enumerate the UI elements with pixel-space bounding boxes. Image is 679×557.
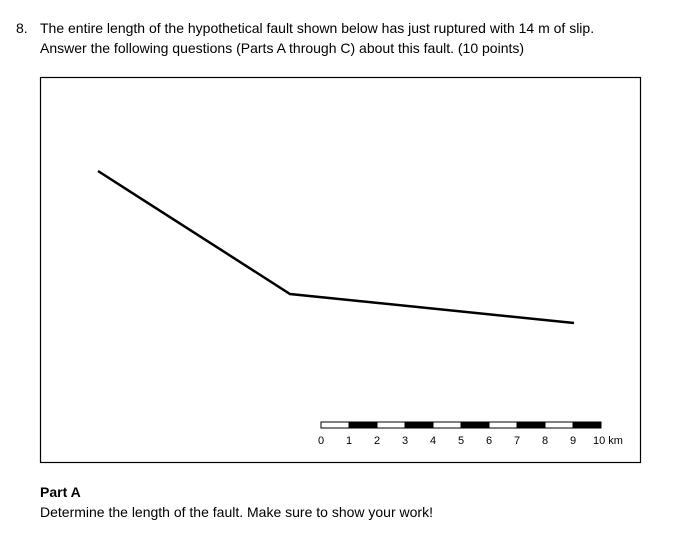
scale-bar: 0 1 2 3 4 5 6 7 8 9 10 km: [318, 421, 623, 447]
figure-frame: [39, 76, 642, 464]
scale-label: 4: [430, 435, 436, 447]
scale-label: 5: [458, 435, 464, 447]
scale-label: 8: [542, 435, 548, 447]
scale-segment: [376, 421, 406, 429]
scale-segment: [348, 421, 378, 429]
scale-segment: [320, 421, 350, 429]
scale-segment: [432, 421, 462, 429]
scale-label: 7: [514, 435, 520, 447]
scale-segment: [572, 421, 602, 429]
part-title: Part A: [40, 484, 81, 500]
scale-segment: [404, 421, 434, 429]
scale-label: 9: [570, 435, 576, 447]
part-text: Determine the length of the fault. Make …: [40, 504, 433, 520]
scale-segment: [460, 421, 490, 429]
scale-label: 3: [402, 435, 408, 447]
question-number: 8.: [16, 20, 28, 36]
scale-label: 10 km: [593, 435, 623, 447]
question-text: Answer the following questions (Parts A …: [40, 40, 524, 56]
scale-label: 1: [346, 435, 352, 447]
scale-segment: [488, 421, 518, 429]
scale-label: 6: [486, 435, 492, 447]
fault-trace: [97, 169, 575, 325]
scale-label: 0: [318, 435, 324, 447]
scale-segment: [516, 421, 546, 429]
scale-segment: [544, 421, 574, 429]
scale-label: 2: [374, 435, 380, 447]
question-text: The entire length of the hypothetical fa…: [40, 20, 594, 36]
